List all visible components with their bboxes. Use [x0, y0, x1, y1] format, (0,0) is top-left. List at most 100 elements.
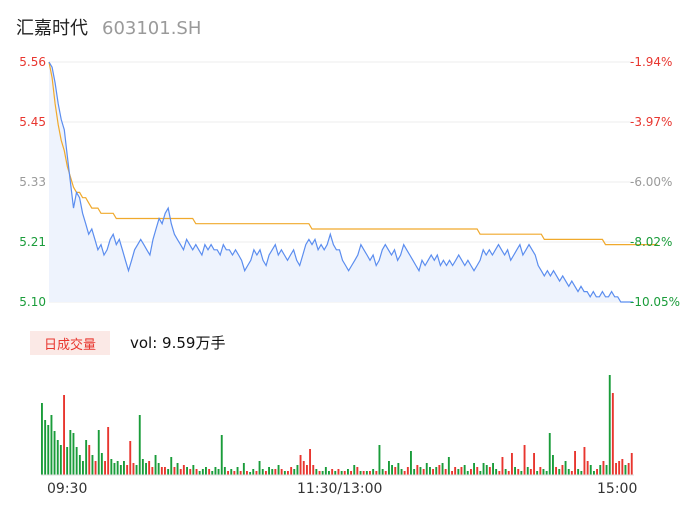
- percent-axis-label: -6.00%: [630, 175, 672, 189]
- volume-period-tab[interactable]: 日成交量: [30, 331, 110, 355]
- volume-bar: [123, 461, 125, 475]
- volume-bar: [561, 465, 564, 475]
- volume-bar: [252, 469, 255, 475]
- volume-bar: [110, 459, 113, 475]
- volume-bar: [438, 465, 441, 475]
- volume-bar: [167, 469, 170, 475]
- volume-bar: [498, 471, 501, 475]
- volume-bar: [145, 463, 147, 475]
- percent-axis-label: -1.94%: [630, 55, 672, 69]
- volume-bar: [359, 471, 362, 475]
- volume-bar: [473, 463, 475, 475]
- volume-bar: [536, 471, 539, 475]
- volume-bar: [44, 420, 47, 475]
- volume-bar: [104, 461, 106, 475]
- volume-bar: [315, 469, 318, 475]
- volume-bar: [214, 467, 217, 475]
- volume-bar: [66, 447, 69, 475]
- volume-bar: [85, 440, 88, 475]
- price-axis-label: 5.10: [19, 295, 46, 309]
- volume-bar: [492, 463, 494, 475]
- volume-bar: [186, 467, 188, 475]
- volume-bar: [302, 461, 305, 475]
- volume-bar: [277, 465, 280, 475]
- volume-bar: [157, 463, 160, 475]
- volume-bar: [596, 469, 598, 475]
- volume-bar: [602, 461, 605, 475]
- volume-bar: [365, 471, 368, 475]
- volume-bar: [460, 467, 463, 475]
- volume-bar: [425, 463, 428, 475]
- volume-bar: [192, 465, 195, 475]
- volume-bar: [141, 459, 144, 475]
- volume-bar: [583, 447, 586, 475]
- volume-bar: [236, 467, 239, 475]
- volume-bar: [504, 469, 507, 475]
- volume-bar: [369, 471, 371, 475]
- volume-bar: [94, 461, 97, 475]
- volume-bar: [50, 415, 53, 475]
- volume-bar: [318, 471, 321, 475]
- volume-bar: [56, 440, 59, 475]
- volume-bar: [451, 471, 453, 475]
- volume-bar: [533, 453, 535, 475]
- volume-bar: [63, 395, 65, 475]
- volume-bar: [539, 467, 542, 475]
- volume-bar: [482, 463, 485, 475]
- volume-bar: [388, 461, 390, 475]
- volume-bar: [107, 427, 110, 475]
- volume-bar: [517, 469, 520, 475]
- volume-bar: [470, 469, 472, 475]
- volume-bar: [523, 445, 526, 475]
- volume-bar: [441, 463, 444, 475]
- volume-bar: [223, 467, 226, 475]
- volume-bar: [41, 403, 43, 475]
- price-axis-label: 5.33: [19, 175, 46, 189]
- volume-bar: [577, 469, 580, 475]
- volume-bar: [82, 461, 84, 475]
- volume-bar: [542, 469, 545, 475]
- volume-bar: [511, 453, 513, 475]
- volume-bar: [88, 445, 91, 475]
- volume-bar: [211, 471, 214, 475]
- volume-bar: [558, 469, 561, 475]
- volume-bar: [274, 469, 277, 475]
- volume-bar: [293, 469, 296, 475]
- volume-bar: [485, 465, 488, 475]
- volume-bar: [324, 467, 327, 475]
- percent-axis-label: -3.97%: [630, 115, 672, 129]
- volume-bar: [608, 375, 611, 475]
- volume-bar: [501, 457, 504, 475]
- volume-bar: [195, 469, 198, 475]
- volume-bar: [343, 471, 346, 475]
- volume-bar: [599, 465, 602, 475]
- volume-bar: [593, 471, 595, 475]
- volume-bar: [179, 469, 182, 475]
- volume-bar: [151, 467, 154, 475]
- volume-bar: [526, 467, 529, 475]
- volume-bar: [362, 471, 365, 475]
- average-price-line: [48, 61, 658, 246]
- volume-bar: [520, 471, 523, 475]
- volume-bar: [615, 463, 617, 475]
- volume-bar: [400, 469, 403, 475]
- volume-bar: [429, 467, 431, 475]
- volume-bar: [466, 471, 469, 475]
- volume-bar: [454, 467, 457, 475]
- volume-bar: [164, 467, 166, 475]
- volume-bar: [148, 461, 151, 475]
- volume-bar: [375, 471, 378, 475]
- volume-bar: [249, 472, 252, 475]
- volume-bar: [100, 453, 103, 475]
- volume-bar: [552, 455, 554, 475]
- volume-bar: [356, 467, 359, 475]
- volume-bar: [447, 457, 450, 475]
- price-axis-label: 5.56: [19, 55, 46, 69]
- volume-bar: [59, 445, 62, 475]
- volume-bar: [321, 471, 324, 475]
- volume-bar: [258, 461, 261, 475]
- time-label-mid: 11:30/13:00: [297, 481, 383, 497]
- volume-bar: [410, 451, 412, 475]
- volume-bar: [457, 469, 460, 475]
- percent-axis-label: -8.02%: [630, 235, 672, 249]
